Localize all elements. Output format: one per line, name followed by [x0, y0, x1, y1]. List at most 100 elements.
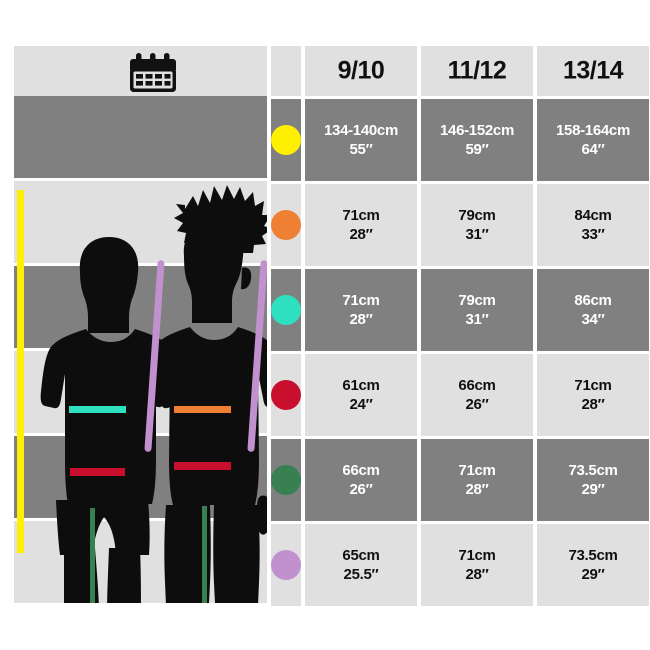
measurement-value: 84cm 33″: [537, 206, 649, 244]
value-inch: 26″: [465, 396, 489, 413]
value-cell-sleeve-11-12: 71cm 28″: [421, 524, 533, 606]
measurement-value: 66cm 26″: [421, 376, 533, 414]
value-inch: 28″: [349, 226, 373, 243]
measurement-value: 65cm 25.5″: [305, 546, 417, 584]
measurement-row-chest-girl: 71cm 28″ 79cm 31″ 84cm 33″ 86cm 34: [14, 184, 650, 266]
girl-silhouette: [144, 185, 267, 603]
value-inch: 26″: [349, 481, 373, 498]
value-cm: 146-152cm: [439, 122, 515, 139]
measurement-markers: [69, 260, 267, 603]
header-size-9-10: 9/10: [305, 46, 417, 96]
value-inch: 28″: [581, 396, 605, 413]
value-inch: 59″: [465, 141, 489, 158]
value-inch: 25.5″: [343, 566, 379, 583]
value-cell-chest-girl-11-12: 79cm 31″: [421, 184, 533, 266]
value-cm: 66cm: [342, 462, 380, 479]
sleeve-marker-girl: [247, 260, 267, 452]
value-cell-chest-girl-9-10: 71cm 28″: [305, 184, 417, 266]
value-cm: 79cm: [458, 207, 496, 224]
measurement-value: 73.5cm 29″: [537, 546, 649, 584]
measurement-value: 71cm 28″: [537, 376, 649, 414]
swatch-cell-height: [271, 99, 301, 181]
swatch-cell-sleeve: [271, 524, 301, 606]
waist-marker-boy: [70, 468, 125, 476]
value-cm: 84cm: [574, 207, 612, 224]
value-cell-sleeve-9-10: 65cm 25.5″: [305, 524, 417, 606]
value-inch: 55″: [349, 141, 373, 158]
value-cell-inseam-11-12: 71cm 28″: [421, 439, 533, 521]
color-dot-chest-boy: [271, 295, 301, 325]
boy-silhouette: [40, 237, 181, 603]
measurement-value: 71cm 28″: [421, 546, 533, 584]
color-dot-waist: [271, 380, 301, 410]
value-cell-waist-13-14: 71cm 28″: [537, 354, 649, 436]
value-cell-sleeve-13-14: 73.5cm 29″: [537, 524, 649, 606]
value-cm: 86cm: [574, 292, 612, 309]
measurement-row-chest-boy: 71cm 28″ 79cm 31″ 86cm 34″ 91.5cm: [14, 269, 650, 351]
header-swatch-cell: [271, 46, 301, 96]
chest-marker-girl: [174, 406, 231, 413]
measurement-value: 71cm 28″: [305, 206, 417, 244]
color-dot-sleeve: [271, 550, 301, 580]
value-cell-waist-11-12: 66cm 26″: [421, 354, 533, 436]
value-cell-chest-boy-9-10: 71cm 28″: [305, 269, 417, 351]
value-inch: 28″: [349, 311, 373, 328]
swatch-cell-waist: [271, 354, 301, 436]
swatch-cell-chest-girl: [271, 184, 301, 266]
header-size-11-12: 11/12: [421, 46, 533, 96]
measurement-row-sleeve: 65cm 25.5″ 71cm 28″ 73.5cm 29″ 76cm: [14, 524, 650, 606]
value-cell-chest-boy-13-14: 86cm 34″: [537, 269, 649, 351]
color-dot-inseam: [271, 465, 301, 495]
header-figure-cell: [14, 46, 267, 96]
value-inch: 31″: [465, 226, 489, 243]
measurement-value: 71cm 28″: [421, 461, 533, 499]
value-cm: 61cm: [342, 377, 380, 394]
figure-panel: [14, 96, 267, 603]
size-chart-grid: 9/10 11/12 13/14 15/16: [14, 46, 650, 606]
color-dot-chest-girl: [271, 210, 301, 240]
value-cell-height-11-12: 146-152cm 59″: [421, 99, 533, 181]
measurement-value: 86cm 34″: [537, 291, 649, 329]
value-cm: 65cm: [342, 547, 380, 564]
measurement-value: 146-152cm 59″: [421, 121, 533, 159]
measurement-value: 79cm 31″: [421, 291, 533, 329]
header-size-13-14: 13/14: [537, 46, 649, 96]
value-cell-inseam-13-14: 73.5cm 29″: [537, 439, 649, 521]
measurement-value: 73.5cm 29″: [537, 461, 649, 499]
value-cell-chest-boy-11-12: 79cm 31″: [421, 269, 533, 351]
value-inch: 29″: [581, 566, 605, 583]
value-cm: 158-164cm: [555, 122, 631, 139]
size-column-label: 11/12: [447, 56, 507, 85]
value-cell-height-9-10: 134-140cm 55″: [305, 99, 417, 181]
value-cm: 71cm: [458, 547, 496, 564]
value-cm: 66cm: [458, 377, 496, 394]
value-cm: 73.5cm: [568, 547, 618, 564]
value-inch: 34″: [581, 311, 605, 328]
inseam-marker-boy: [90, 508, 95, 603]
inseam-marker-girl: [202, 506, 207, 603]
value-cell-waist-9-10: 61cm 24″: [305, 354, 417, 436]
value-inch: 64″: [581, 141, 605, 158]
size-column-label: 9/10: [337, 56, 385, 85]
value-inch: 28″: [465, 566, 489, 583]
measurement-row-height: 134-140cm 55″ 146-152cm 59″ 158-164cm 64…: [14, 99, 650, 181]
value-inch: 33″: [581, 226, 605, 243]
measurement-row-waist: 61cm 24″ 66cm 26″ 71cm 28″ 73.5cm: [14, 354, 650, 436]
value-inch: 28″: [465, 481, 489, 498]
value-inch: 31″: [465, 311, 489, 328]
value-cm: 71cm: [342, 207, 380, 224]
chest-marker-boy: [69, 406, 126, 413]
measurement-value: 134-140cm 55″: [305, 121, 417, 159]
measurement-value: 158-164cm 64″: [537, 121, 649, 159]
measurement-value: 71cm 28″: [305, 291, 417, 329]
measurement-value: 79cm 31″: [421, 206, 533, 244]
value-cell-chest-girl-13-14: 84cm 33″: [537, 184, 649, 266]
size-column-label: 13/14: [562, 56, 624, 85]
value-cm: 79cm: [458, 292, 496, 309]
value-cell-height-13-14: 158-164cm 64″: [537, 99, 649, 181]
color-dot-height: [271, 125, 301, 155]
height-marker: [17, 190, 24, 553]
swatch-cell-chest-boy: [271, 269, 301, 351]
value-inch: 24″: [349, 396, 373, 413]
